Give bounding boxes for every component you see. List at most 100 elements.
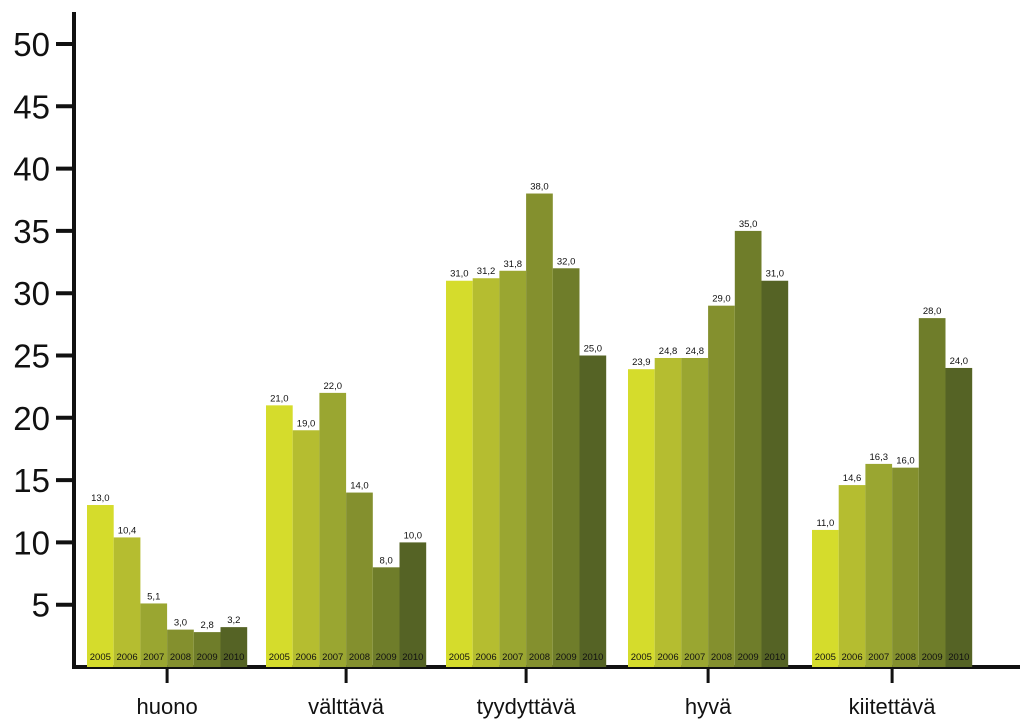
bar-kiitettävä-2007	[865, 463, 893, 667]
data-label: 2,8	[201, 620, 214, 631]
data-label: 25,0	[584, 344, 603, 355]
bar-year-label: 2008	[170, 652, 191, 663]
bar-tyydyttävä-2007	[499, 270, 527, 667]
bar-year-label: 2009	[556, 652, 577, 663]
bar-year-label: 2006	[295, 652, 316, 663]
data-label: 10,0	[404, 530, 423, 541]
bar-välttävä-2008	[346, 492, 373, 667]
data-label: 3,2	[227, 615, 240, 626]
data-label: 3,0	[174, 618, 187, 629]
bar-year-label: 2008	[529, 652, 550, 663]
bar-year-label: 2005	[631, 652, 652, 663]
y-tick-label: 45	[13, 88, 50, 125]
data-label: 11,0	[816, 518, 834, 529]
bar-kiitettävä-2008	[892, 467, 919, 667]
category-label: hyvä	[685, 694, 732, 719]
bar-huono-2006	[113, 537, 141, 667]
bar-year-label: 2007	[502, 652, 523, 663]
bar-huono-2009	[193, 632, 221, 667]
y-tick-label: 20	[13, 400, 50, 437]
data-label: 8,0	[380, 555, 393, 566]
category-label: tyydyttävä	[477, 694, 577, 719]
bar-välttävä-2010	[399, 542, 427, 667]
bar-year-label: 2010	[948, 652, 969, 663]
y-tick-label: 25	[13, 338, 50, 375]
bar-year-label: 2005	[90, 652, 111, 663]
bar-year-label: 2006	[116, 652, 137, 663]
bar-välttävä-2006	[292, 430, 320, 667]
data-label: 24,8	[686, 346, 705, 357]
bar-tyydyttävä-2009	[552, 268, 580, 667]
bar-tyydyttävä-2006	[472, 278, 500, 667]
bar-tyydyttävä-2008	[526, 193, 553, 667]
category-label: kiitettävä	[849, 694, 937, 719]
bar-kiitettävä-2005	[812, 529, 839, 667]
data-label: 19,0	[297, 418, 316, 429]
bar-year-label: 2007	[143, 652, 164, 663]
data-label: 23,9	[632, 357, 651, 368]
bar-year-label: 2008	[349, 652, 370, 663]
bar-year-label: 2007	[684, 652, 705, 663]
bar-kiitettävä-2010	[945, 367, 973, 667]
bar-year-label: 2010	[402, 652, 423, 663]
bar-välttävä-2009	[372, 567, 400, 667]
data-label: 29,0	[712, 294, 731, 305]
bar-year-label: 2010	[223, 652, 244, 663]
data-label: 22,0	[324, 381, 343, 392]
bar-välttävä-2007	[319, 392, 347, 667]
data-label: 32,0	[557, 256, 576, 267]
y-tick-label: 35	[13, 213, 50, 250]
bar-hyvä-2006	[654, 357, 682, 667]
data-label: 16,0	[896, 456, 915, 467]
y-tick-label: 15	[13, 462, 50, 499]
bar-huono-2010	[220, 627, 248, 667]
bar-year-label: 2006	[657, 652, 678, 663]
data-label: 5,1	[147, 591, 160, 602]
bar-year-label: 2010	[582, 652, 603, 663]
data-label: 35,0	[739, 219, 758, 230]
data-label: 38,0	[530, 182, 549, 193]
bar-hyvä-2010	[761, 280, 789, 667]
data-label: 31,0	[766, 269, 785, 280]
data-label: 13,0	[91, 493, 110, 504]
bar-year-label: 2009	[197, 652, 218, 663]
bar-hyvä-2007	[681, 357, 709, 667]
data-label: 31,0	[450, 269, 469, 280]
y-tick-label: 10	[13, 524, 50, 561]
bar-year-label: 2008	[895, 652, 916, 663]
bar-huono-2005	[87, 505, 114, 667]
y-tick-label: 40	[13, 151, 50, 188]
data-label: 14,6	[843, 473, 862, 484]
y-tick-label: 5	[32, 587, 50, 624]
data-label: 31,2	[477, 266, 496, 277]
category-label: huono	[137, 694, 198, 719]
bar-kiitettävä-2009	[918, 318, 946, 667]
bar-huono-2008	[167, 629, 194, 667]
bar-year-label: 2008	[711, 652, 732, 663]
bar-year-label: 2007	[322, 652, 343, 663]
data-label: 14,0	[350, 481, 369, 492]
bar-year-label: 2009	[922, 652, 943, 663]
bar-tyydyttävä-2005	[446, 280, 473, 667]
data-label: 10,4	[118, 525, 137, 536]
data-label: 16,3	[870, 452, 889, 463]
data-label: 24,8	[659, 346, 678, 357]
bar-year-label: 2010	[764, 652, 785, 663]
bar-välttävä-2005	[266, 405, 293, 667]
data-label: 28,0	[923, 306, 942, 317]
bar-year-label: 2009	[376, 652, 397, 663]
bar-year-label: 2007	[868, 652, 889, 663]
bar-hyvä-2005	[628, 369, 655, 667]
bar-tyydyttävä-2010	[579, 355, 607, 667]
bar-year-label: 2005	[815, 652, 836, 663]
bar-year-label: 2006	[475, 652, 496, 663]
bar-hyvä-2009	[734, 230, 762, 667]
bar-kiitettävä-2006	[838, 485, 866, 667]
y-tick-label: 30	[13, 275, 50, 312]
y-tick-label: 50	[13, 26, 50, 63]
bar-hyvä-2008	[708, 305, 735, 667]
bar-year-label: 2005	[269, 652, 290, 663]
bar-year-label: 2009	[738, 652, 759, 663]
data-label: 21,0	[270, 393, 289, 404]
